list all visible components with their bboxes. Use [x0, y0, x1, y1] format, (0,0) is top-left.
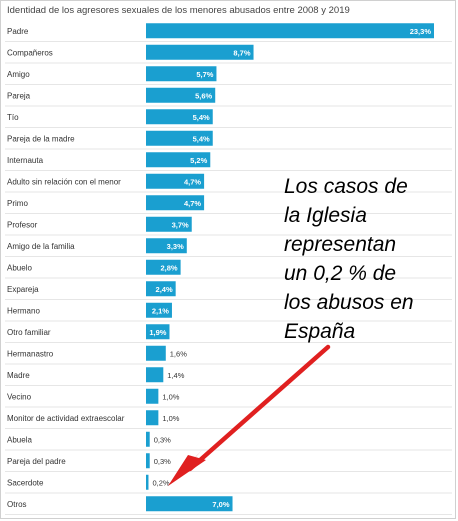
category-label: Otros — [7, 500, 27, 509]
bar — [146, 302, 172, 318]
data-label: 2,1% — [152, 306, 169, 315]
data-label: 3,3% — [167, 242, 184, 251]
bar — [146, 195, 205, 211]
category-label: Primo — [7, 199, 28, 208]
category-label: Adulto sin relación con el menor — [7, 177, 121, 186]
bar — [146, 152, 211, 168]
data-label: 1,4% — [167, 371, 184, 380]
category-label: Monitor de actividad extraescolar — [7, 414, 125, 423]
bar — [146, 453, 150, 469]
data-label: 4,7% — [184, 199, 201, 208]
data-label: 1,6% — [170, 349, 187, 358]
category-label: Compañeros — [7, 48, 53, 57]
annotation-arrow-tip — [168, 455, 206, 486]
category-label: Amigo de la familia — [7, 242, 75, 251]
bar — [146, 410, 159, 426]
data-label: 5,6% — [195, 91, 212, 100]
bar — [146, 431, 150, 447]
data-label: 5,2% — [190, 156, 207, 165]
bar — [146, 496, 233, 512]
category-label: Hermanastro — [7, 349, 54, 358]
bar — [146, 238, 187, 254]
data-label: 2,4% — [156, 285, 173, 294]
category-label: Profesor — [7, 220, 38, 229]
category-label: Expareja — [7, 285, 39, 294]
bar — [146, 66, 217, 82]
bar — [146, 474, 149, 490]
category-label: Vecino — [7, 392, 32, 401]
data-label: 5,7% — [196, 70, 213, 79]
data-label: 23,3% — [410, 27, 432, 36]
data-label: 1,9% — [149, 328, 166, 337]
data-label: 5,4% — [193, 134, 210, 143]
data-label: 7,0% — [212, 500, 229, 509]
category-label: Otro familiar — [7, 328, 51, 337]
category-label: Amigo — [7, 70, 30, 79]
bar — [146, 281, 176, 297]
bar — [146, 259, 181, 275]
category-label: Padre — [7, 27, 29, 36]
category-label: Pareja de la madre — [7, 134, 75, 143]
category-label: Pareja del padre — [7, 457, 66, 466]
bar — [146, 345, 166, 361]
bar — [146, 367, 164, 383]
annotation-arrow-shaft — [187, 344, 331, 472]
data-label: 4,7% — [184, 177, 201, 186]
bar — [146, 109, 213, 125]
data-label: 1,0% — [162, 414, 179, 423]
data-label: 3,7% — [172, 220, 189, 229]
category-label: Pareja — [7, 91, 31, 100]
data-label: 2,8% — [161, 263, 178, 272]
bar — [146, 324, 170, 340]
category-label: Tío — [7, 113, 19, 122]
bar — [146, 130, 213, 146]
category-label: Abuelo — [7, 263, 32, 272]
category-label: Madre — [7, 371, 30, 380]
bar — [146, 388, 159, 404]
category-label: Abuela — [7, 435, 32, 444]
annotation-text: Los casos de la Iglesia representan un 0… — [284, 175, 414, 343]
data-label: 1,0% — [162, 392, 179, 401]
category-label: Internauta — [7, 156, 44, 165]
data-label: 0,3% — [154, 435, 171, 444]
category-label: Sacerdote — [7, 478, 44, 487]
data-label: 0,3% — [154, 457, 171, 466]
chart-title: Identidad de los agresores sexuales de l… — [7, 5, 350, 16]
category-label: Hermano — [7, 306, 40, 315]
data-label: 5,4% — [193, 113, 210, 122]
bar — [146, 216, 192, 232]
data-label: 8,7% — [233, 48, 250, 57]
bar — [146, 173, 205, 189]
bar — [146, 87, 216, 103]
bar — [146, 44, 254, 60]
data-label: 0,2% — [152, 478, 169, 487]
bar — [146, 23, 434, 39]
